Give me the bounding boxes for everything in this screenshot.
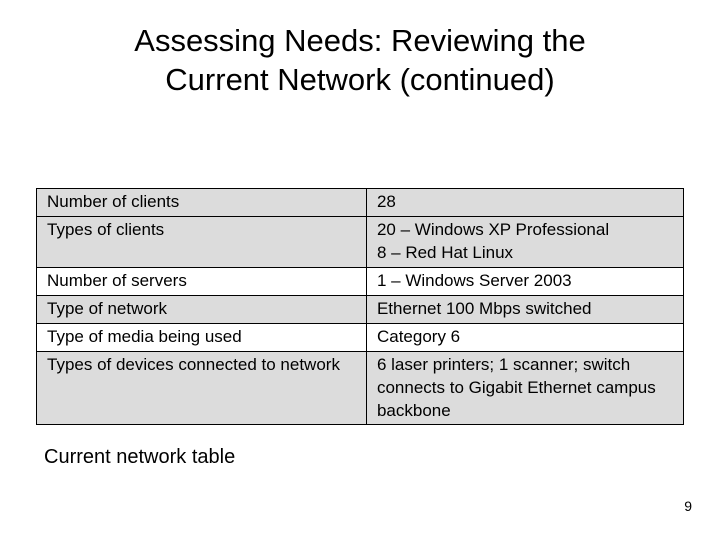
network-table: Number of clients 28 Types of clients 20… [36, 188, 684, 425]
row-value: Ethernet 100 Mbps switched [366, 295, 683, 323]
table-row: Number of servers 1 – Windows Server 200… [37, 267, 684, 295]
title-line-1: Assessing Needs: Reviewing the [134, 23, 585, 58]
row-label: Types of devices connected to network [37, 351, 367, 425]
slide-title: Assessing Needs: Reviewing the Current N… [0, 22, 720, 100]
table-row: Type of media being used Category 6 [37, 323, 684, 351]
row-value: 20 – Windows XP Professional8 – Red Hat … [366, 216, 683, 267]
table-row: Types of clients 20 – Windows XP Profess… [37, 216, 684, 267]
table-row: Number of clients 28 [37, 189, 684, 217]
row-label: Type of media being used [37, 323, 367, 351]
row-label: Types of clients [37, 216, 367, 267]
row-label: Type of network [37, 295, 367, 323]
row-label: Number of servers [37, 267, 367, 295]
table-caption: Current network table [44, 446, 235, 469]
row-value: 6 laser printers; 1 scanner; switch conn… [366, 351, 683, 425]
title-line-2: Current Network (continued) [165, 62, 554, 97]
row-label: Number of clients [37, 189, 367, 217]
table-row: Type of network Ethernet 100 Mbps switch… [37, 295, 684, 323]
row-value: 28 [366, 189, 683, 217]
slide: Assessing Needs: Reviewing the Current N… [0, 0, 720, 540]
row-value: 1 – Windows Server 2003 [366, 267, 683, 295]
network-table-container: Number of clients 28 Types of clients 20… [36, 188, 684, 425]
page-number: 9 [684, 498, 692, 514]
row-value: Category 6 [366, 323, 683, 351]
table-row: Types of devices connected to network 6 … [37, 351, 684, 425]
